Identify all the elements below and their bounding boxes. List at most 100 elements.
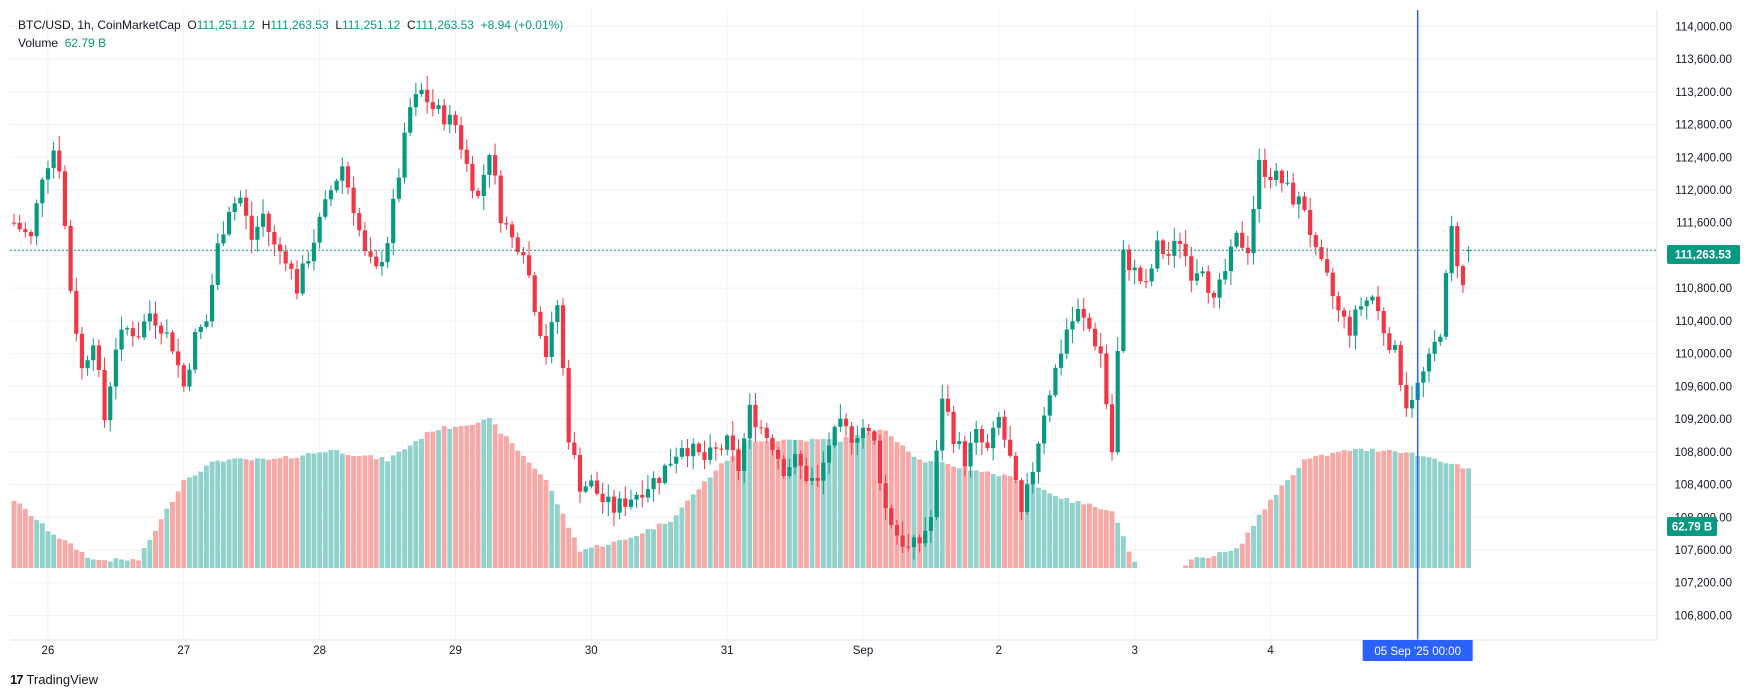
volume-bar (1443, 463, 1449, 568)
candle-body (1443, 273, 1449, 337)
volume-bar (226, 459, 232, 568)
symbol-label[interactable]: BTC/USD, 1h, CoinMarketCap (18, 18, 181, 32)
y-tick-label: 108,400.00 (1674, 480, 1732, 492)
volume-bar (339, 453, 345, 568)
volume-bar (979, 472, 985, 568)
high-value: 111,263.53 (270, 18, 329, 32)
candle-body (849, 426, 854, 443)
candle-body (668, 463, 673, 466)
candle-body (493, 155, 498, 176)
volume-bar (447, 428, 453, 568)
candle-body (860, 427, 866, 439)
volume-bar (634, 536, 640, 568)
volume-bar (503, 436, 509, 568)
candle-body (549, 322, 554, 358)
candle-body (17, 222, 22, 230)
volume-bar (922, 462, 928, 568)
tradingview-brand[interactable]: 17 TradingView (10, 672, 98, 687)
candle-body (957, 441, 962, 445)
volume-bar (322, 452, 328, 568)
volume-bar (803, 441, 809, 568)
volume-bar (770, 440, 775, 568)
candle-body (1206, 271, 1211, 293)
volume-bar (39, 523, 45, 568)
volume-bar (1036, 487, 1041, 568)
candle-body (940, 398, 945, 451)
candle-body (1070, 321, 1075, 330)
candle-body (323, 199, 328, 217)
candle-body (696, 443, 701, 453)
volume-bar (1194, 557, 1200, 568)
crosshair-time-label: 05 Sep '25 00:00 (1362, 640, 1473, 661)
x-tick-label: 27 (177, 645, 190, 657)
volume-bar (820, 439, 826, 568)
candle-body (1279, 170, 1284, 184)
volume-bar (1369, 448, 1375, 568)
volume-label[interactable]: Volume (18, 36, 59, 50)
candle-body (1375, 296, 1381, 312)
candle-body (164, 332, 169, 334)
volume-bar (464, 425, 470, 568)
candle-body (606, 496, 611, 503)
volume-bar (713, 470, 719, 568)
candle-body (62, 171, 68, 226)
volume-bar (254, 458, 260, 568)
volume-bar (11, 501, 17, 568)
candle-body (34, 203, 39, 237)
volume-bar (1132, 561, 1138, 568)
volume-bar (690, 494, 696, 568)
candle-body (1251, 209, 1256, 254)
candle-body (159, 325, 164, 334)
volume-bar (1081, 504, 1087, 568)
candle-body (843, 418, 849, 427)
volume-bar (136, 560, 141, 568)
volume-bar (577, 551, 583, 568)
volume-bar (888, 436, 894, 568)
candle-body (396, 177, 401, 199)
candle-body (193, 332, 198, 370)
high-label: H (261, 18, 271, 32)
candle-body (391, 198, 396, 244)
candle-body (1109, 404, 1115, 453)
candle-body (1019, 480, 1024, 513)
x-tick-label: 3 (1131, 645, 1137, 657)
candle-body (962, 441, 967, 467)
candle-body (1211, 292, 1217, 298)
candle-body (1172, 240, 1177, 256)
candle-body (142, 321, 147, 338)
volume-bar (481, 419, 487, 568)
candle-body (96, 345, 101, 370)
volume-bar (1183, 565, 1189, 568)
volume-bar (119, 559, 124, 568)
volume-bar (124, 560, 130, 568)
volume-bar (243, 459, 249, 568)
candle-body (119, 329, 124, 350)
candle-body (1364, 300, 1369, 307)
volume-bar (651, 529, 657, 568)
candle-body (153, 313, 158, 326)
candle-body (1336, 296, 1341, 311)
volume-bar (1030, 485, 1036, 568)
candle-body (1081, 308, 1086, 318)
candle-body (436, 105, 441, 110)
x-tick-label: 30 (585, 645, 598, 657)
candle-body (283, 251, 288, 264)
candle-body (583, 486, 588, 492)
candle-body (1398, 345, 1403, 386)
candle-body (560, 305, 566, 368)
candle-body (1132, 267, 1137, 271)
candle-body (210, 284, 215, 322)
candle-body (204, 321, 209, 327)
candle-body (362, 230, 368, 252)
candle-body (425, 89, 430, 103)
candle-body (725, 435, 730, 450)
candle-body (906, 546, 911, 548)
candle-body (232, 203, 237, 213)
candle-body (74, 290, 79, 334)
candle-body (447, 114, 452, 125)
volume-bar (702, 481, 707, 568)
volume-bar (520, 455, 526, 568)
volume-bar (396, 451, 402, 568)
candle-body (1234, 232, 1239, 247)
